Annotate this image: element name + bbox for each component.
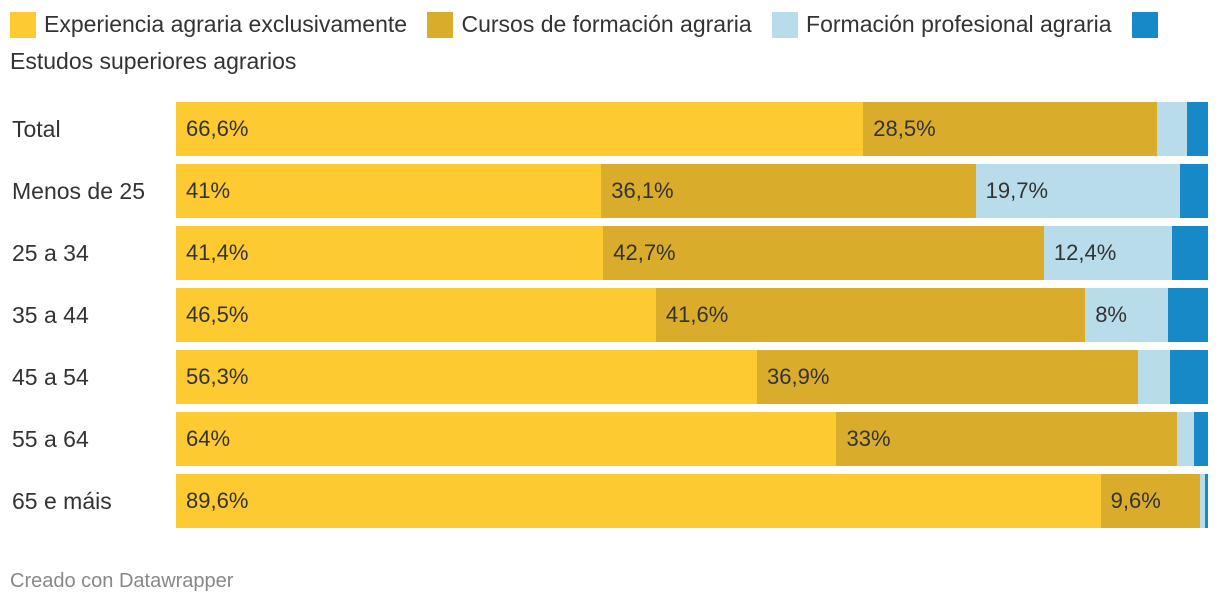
bar-segment-formacion-profesional-agraria[interactable] [975, 164, 1180, 218]
bar-segment-cursos-de-formacion-agraria[interactable] [836, 412, 1178, 466]
bar-segment-estudos-superiores-agrarios[interactable] [1169, 350, 1208, 404]
bar-segment-cursos-de-formacion-agraria[interactable] [863, 102, 1158, 156]
bar-segment-experiencia-agraria-exclusivamente[interactable] [176, 164, 602, 218]
category-label: 55 a 64 [12, 426, 89, 452]
bar-segment-estudos-superiores-agrarios[interactable] [1204, 474, 1208, 528]
legend-swatch [1131, 12, 1158, 38]
bar-row-total: 66,6% 28,5% [176, 102, 1208, 156]
bar-segment-formacion-profesional-agraria[interactable] [1085, 288, 1168, 342]
data-label: 41,6% [665, 302, 729, 327]
data-label: 9,6% [1110, 488, 1161, 513]
category-label: 25 a 34 [12, 240, 89, 266]
data-label: 66,6% [186, 116, 249, 141]
legend-label: Experiencia agraria exclusivamente [44, 11, 408, 37]
chart-legend: Experiencia agraria exclusivamente Curso… [10, 6, 1210, 80]
data-label: 19,7% [985, 178, 1049, 203]
bar-segment-cursos-de-formacion-agraria[interactable] [601, 164, 976, 218]
bar-segment-experiencia-agraria-exclusivamente[interactable] [176, 102, 864, 156]
legend-label: Estudos superiores agrarios [10, 48, 297, 74]
legend-swatch [772, 12, 799, 38]
bar-segment-formacion-profesional-agraria[interactable] [1043, 226, 1172, 280]
category-label: Menos de 25 [12, 178, 145, 204]
legend-label: Formación profesional agraria [806, 11, 1112, 37]
data-label: 28,5% [873, 116, 936, 141]
data-label: 36,1% [611, 178, 674, 203]
bar-segment-formacion-profesional-agraria[interactable] [1177, 412, 1194, 466]
bar-segment-cursos-de-formacion-agraria[interactable] [757, 350, 1138, 404]
bar-segment-cursos-de-formacion-agraria[interactable] [1100, 474, 1200, 528]
bar-segment-experiencia-agraria-exclusivamente[interactable] [176, 474, 1101, 528]
bar-segment-experiencia-agraria-exclusivamente[interactable] [176, 412, 837, 466]
data-label: 41% [186, 178, 231, 203]
bar-segment-formacion-profesional-agraria[interactable] [1157, 102, 1188, 156]
legend-item-experiencia-agraria-exclusivamente: Experiencia agraria exclusivamente [10, 11, 408, 38]
bar-row-45-a-54: 56,3% 36,9% [176, 350, 1208, 404]
bar-segment-experiencia-agraria-exclusivamente[interactable] [176, 288, 656, 342]
bar-segment-estudos-superiores-agrarios[interactable] [1179, 164, 1208, 218]
data-label: 12,4% [1053, 240, 1117, 265]
bar-segment-formacion-profesional-agraria[interactable] [1199, 474, 1205, 528]
legend-swatch [10, 12, 36, 38]
bar-segment-cursos-de-formacion-agraria[interactable] [655, 288, 1086, 342]
bar-row-35-a-44: 46,5% 41,6% 8% [176, 288, 1208, 342]
bar-segment-experiencia-agraria-exclusivamente[interactable] [176, 350, 758, 404]
legend-item-formacion-profesional-agraria: Formación profesional agraria [772, 11, 1112, 38]
legend-item-estudos-superiores-agrarios: Estudos superiores agrarios [10, 11, 1166, 74]
data-label: 8% [1095, 302, 1127, 327]
legend-item-cursos-de-formacion-agraria: Cursos de formación agraria [427, 11, 752, 38]
data-label: 41,4% [186, 240, 249, 265]
data-label: 33% [846, 426, 891, 451]
bar-segment-estudos-superiores-agrarios[interactable] [1167, 288, 1208, 342]
bar-row-65-e-mais: 89,6% 9,6% [176, 474, 1208, 528]
bar-segment-estudos-superiores-agrarios[interactable] [1193, 412, 1208, 466]
bar-row-menos-de-25: 41% 36,1% 19,7% [176, 164, 1208, 218]
legend-label: Cursos de formación agraria [461, 11, 752, 37]
bar-segment-formacion-profesional-agraria[interactable] [1137, 350, 1170, 404]
bar-segment-cursos-de-formacion-agraria[interactable] [603, 226, 1044, 280]
category-label: 35 a 44 [12, 302, 89, 328]
bar-segment-experiencia-agraria-exclusivamente[interactable] [176, 226, 604, 280]
category-label: 45 a 54 [12, 364, 89, 390]
bar-row-55-a-64: 64% 33% [176, 412, 1208, 466]
data-label: 36,9% [767, 364, 830, 389]
category-label: Total [12, 116, 61, 142]
category-label: 65 e máis [12, 488, 112, 514]
data-label: 46,5% [186, 302, 249, 327]
bar-segment-estudos-superiores-agrarios[interactable] [1187, 102, 1208, 156]
chart-credit[interactable]: Creado con Datawrapper [10, 570, 234, 592]
data-label: 64% [186, 426, 231, 451]
data-label: 56,3% [186, 364, 249, 389]
legend-swatch [427, 12, 454, 38]
data-label: 42,7% [613, 240, 676, 265]
bar-segment-estudos-superiores-agrarios[interactable] [1171, 226, 1208, 280]
data-label: 89,6% [186, 488, 249, 513]
bar-row-25-a-34: 41,4% 42,7% 12,4% [176, 226, 1208, 280]
